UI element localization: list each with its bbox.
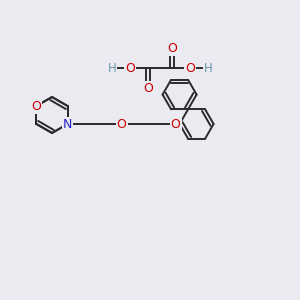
Text: O: O [185, 61, 195, 74]
Text: O: O [32, 100, 41, 112]
Text: N: N [63, 118, 72, 130]
Text: O: O [167, 41, 177, 55]
Text: H: H [108, 61, 116, 74]
Text: H: H [204, 61, 212, 74]
Text: O: O [125, 61, 135, 74]
Text: O: O [117, 118, 127, 130]
Text: O: O [143, 82, 153, 94]
Text: O: O [171, 118, 181, 130]
